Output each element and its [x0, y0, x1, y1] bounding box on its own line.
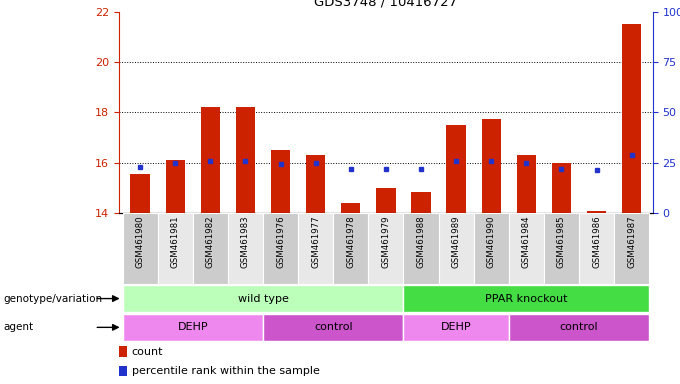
Bar [263, 313, 403, 341]
Text: PPAR knockout: PPAR knockout [485, 293, 568, 304]
Bar [517, 155, 536, 213]
Text: GSM461988: GSM461988 [417, 215, 426, 268]
Bar [509, 313, 649, 341]
Bar [192, 213, 228, 284]
Bar [447, 125, 466, 213]
Bar [474, 213, 509, 284]
Bar [306, 155, 325, 213]
Text: agent: agent [3, 322, 33, 333]
Bar [411, 192, 430, 213]
Text: genotype/variation: genotype/variation [3, 293, 103, 304]
Text: percentile rank within the sample: percentile rank within the sample [132, 366, 320, 376]
Bar [552, 163, 571, 213]
Text: GSM461983: GSM461983 [241, 215, 250, 268]
Bar [158, 213, 192, 284]
Bar [165, 160, 185, 213]
Bar [263, 213, 298, 284]
Bar [201, 107, 220, 213]
Text: control: control [314, 322, 352, 333]
Text: GSM461981: GSM461981 [171, 215, 180, 268]
Bar [236, 107, 255, 213]
Text: GSM461976: GSM461976 [276, 215, 285, 268]
Text: GSM461979: GSM461979 [381, 215, 390, 268]
Bar [131, 174, 150, 213]
Bar [614, 213, 649, 284]
Bar [544, 213, 579, 284]
Text: GSM461978: GSM461978 [346, 215, 355, 268]
Text: GSM461987: GSM461987 [627, 215, 636, 268]
Text: GSM461990: GSM461990 [487, 215, 496, 268]
Bar [271, 150, 290, 213]
Bar [481, 119, 501, 213]
Bar [122, 213, 158, 284]
Text: GSM461985: GSM461985 [557, 215, 566, 268]
Bar [403, 285, 649, 313]
Text: GSM461980: GSM461980 [135, 215, 145, 268]
Text: GSM461982: GSM461982 [206, 215, 215, 268]
Bar [228, 213, 263, 284]
Text: wild type: wild type [237, 293, 288, 304]
Text: control: control [560, 322, 598, 333]
Bar [403, 213, 439, 284]
Text: GSM461989: GSM461989 [452, 215, 460, 268]
Bar [298, 213, 333, 284]
Text: DEHP: DEHP [177, 322, 208, 333]
Bar [403, 313, 509, 341]
Bar [587, 210, 607, 213]
Bar [333, 213, 369, 284]
Text: GSM461977: GSM461977 [311, 215, 320, 268]
Bar [119, 346, 127, 357]
Bar [122, 285, 403, 313]
Bar [622, 24, 641, 213]
Bar [369, 213, 403, 284]
Bar [376, 188, 396, 213]
Text: count: count [132, 347, 163, 357]
Bar [122, 313, 263, 341]
Text: GSM461984: GSM461984 [522, 215, 531, 268]
Text: DEHP: DEHP [441, 322, 471, 333]
Title: GDS3748 / 10416727: GDS3748 / 10416727 [314, 0, 458, 9]
Bar [341, 202, 360, 213]
Bar [439, 213, 474, 284]
Bar [509, 213, 544, 284]
Text: GSM461986: GSM461986 [592, 215, 601, 268]
Bar [579, 213, 614, 284]
Bar [119, 366, 127, 376]
